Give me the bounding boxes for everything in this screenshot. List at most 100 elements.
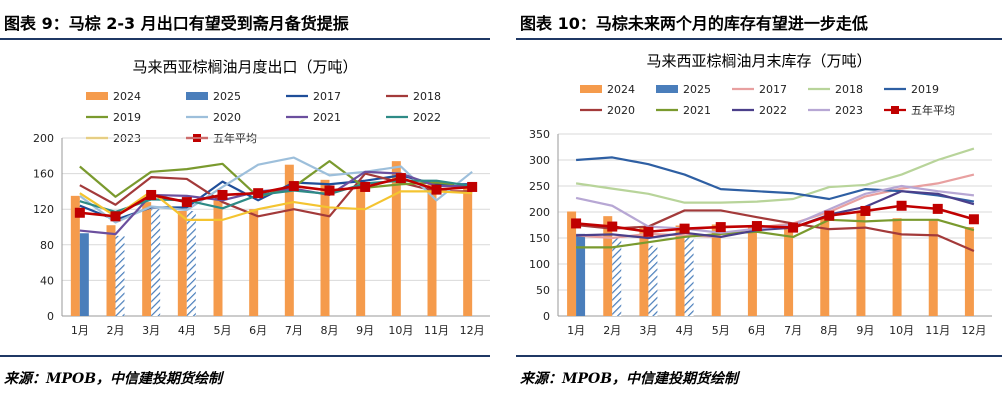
- x-tick-label: 7月: [784, 324, 802, 337]
- point-五年平均-7: [288, 181, 299, 192]
- legend-item-五年平均: 五年平均: [884, 103, 955, 117]
- bar-2024-6: [747, 226, 757, 316]
- chart-right: 马来西亚棕榈油月末库存（万吨） 2024 2025 2017 2018 2019 2020 2…: [529, 52, 992, 337]
- point-五年平均-6: [751, 221, 762, 232]
- point-五年平均-10: [395, 173, 406, 184]
- bar-2024-7: [784, 225, 794, 316]
- x-tick-label: 5月: [712, 324, 730, 337]
- point-五年平均-10: [896, 200, 907, 211]
- x-tick-label: 12月: [460, 324, 485, 337]
- legend-item-2020: 2020: [580, 104, 635, 117]
- legend-item-2019: 2019: [86, 111, 141, 124]
- bar-2024-8: [320, 179, 330, 316]
- y-tick-label: 0: [47, 310, 54, 323]
- svg-text:五年平均: 五年平均: [911, 103, 955, 117]
- svg-text:2021: 2021: [683, 104, 711, 117]
- bar-2024-9: [856, 211, 866, 316]
- svg-text:2019: 2019: [911, 83, 939, 96]
- bar-2025-4: [186, 210, 196, 316]
- legend-item-2024: 2024: [580, 83, 635, 96]
- bar-2024-8: [820, 218, 830, 316]
- title-rule: [0, 38, 490, 40]
- x-tick-label: 1月: [71, 324, 89, 337]
- bar-2024-5: [711, 224, 721, 316]
- svg-text:2024: 2024: [113, 90, 141, 103]
- y-tick-label: 0: [543, 310, 550, 323]
- bar-2024-10: [892, 218, 902, 316]
- chart-left: 马来西亚棕榈油月度出口（万吨） 2024 2025 2017 2018 2019 2020 2…: [33, 58, 490, 337]
- bar-2024-1: [70, 195, 80, 316]
- x-tick-label: 6月: [748, 324, 766, 337]
- bar-2024-12: [964, 227, 974, 316]
- bar-2024-1: [567, 211, 577, 316]
- x-tick-label: 8月: [321, 324, 339, 337]
- legend-item-2018: 2018: [808, 83, 863, 96]
- source-note: 来源：MPOB，中信建投期货绘制: [520, 371, 739, 387]
- line-2020: [79, 156, 473, 224]
- line-2018: [575, 147, 975, 204]
- svg-text:2025: 2025: [213, 90, 241, 103]
- legend-item-2022: 2022: [386, 111, 441, 124]
- point-五年平均-6: [253, 188, 264, 199]
- x-tick-label: 8月: [820, 324, 838, 337]
- legend-item-2021: 2021: [286, 111, 341, 124]
- line-五年平均: [575, 204, 975, 234]
- figure-title: 图表 9：马棕 2-3 月出口有望受到斋月备货提振: [4, 14, 349, 33]
- bar-2024-4: [177, 210, 187, 316]
- bar-2024-11: [928, 220, 938, 316]
- bar-2024-9: [356, 184, 366, 316]
- bar-2024-2: [603, 216, 613, 316]
- source-rule: [0, 355, 490, 357]
- legend-item-2018: 2018: [386, 90, 441, 103]
- point-五年平均-5: [715, 222, 726, 233]
- point-五年平均-3: [643, 226, 654, 237]
- legend-item-2017: 2017: [286, 90, 341, 103]
- point-五年平均-11: [932, 203, 943, 214]
- figure-title: 图表 10：马棕未来两个月的库存有望进一步走低: [520, 14, 868, 33]
- svg-text:2022: 2022: [759, 104, 787, 117]
- y-tick-label: 80: [40, 239, 54, 252]
- bar-2024-12: [463, 186, 473, 316]
- x-tick-label: 3月: [142, 324, 160, 337]
- x-tick-label: 12月: [961, 324, 986, 337]
- y-tick-label: 350: [529, 128, 550, 141]
- point-五年平均-8: [824, 210, 835, 221]
- line-2023: [79, 190, 473, 221]
- bar-2025-1: [576, 233, 586, 316]
- line-2019: [576, 156, 975, 203]
- svg-text:2023: 2023: [835, 104, 863, 117]
- line-2021: [576, 218, 975, 249]
- legend-item-2020: 2020: [186, 111, 241, 124]
- point-五年平均-1: [74, 207, 85, 218]
- bar-2024-10: [391, 161, 401, 316]
- line-五年平均: [79, 176, 473, 218]
- legend-item-2025: 2025: [656, 83, 711, 96]
- legend-item-2017: 2017: [732, 83, 787, 96]
- bar-2024-11: [427, 184, 437, 316]
- bar-2025-3: [648, 245, 658, 316]
- point-五年平均-2: [110, 211, 121, 222]
- point-五年平均-12: [467, 181, 478, 192]
- x-tick-label: 6月: [249, 324, 267, 337]
- x-tick-label: 10月: [388, 324, 413, 337]
- point-五年平均-12: [968, 214, 979, 225]
- x-tick-label: 2月: [603, 324, 621, 337]
- x-tick-label: 4月: [178, 324, 196, 337]
- point-五年平均-4: [679, 223, 690, 234]
- x-tick-label: 11月: [925, 324, 950, 337]
- y-tick-label: 200: [33, 132, 54, 145]
- bar-2024-3: [142, 202, 152, 316]
- bar-2024-2: [106, 225, 116, 316]
- y-tick-label: 300: [529, 154, 550, 167]
- svg-text:2017: 2017: [313, 90, 341, 103]
- x-tick-label: 4月: [676, 324, 694, 337]
- svg-text:2022: 2022: [413, 111, 441, 124]
- y-tick-label: 250: [529, 180, 550, 193]
- y-tick-label: 50: [536, 284, 550, 297]
- legend-item-2021: 2021: [656, 104, 711, 117]
- source-note: 来源：MPOB，中信建投期货绘制: [4, 371, 223, 387]
- x-tick-label: 9月: [856, 324, 874, 337]
- bar-2025-2: [115, 235, 125, 316]
- svg-text:2017: 2017: [759, 83, 787, 96]
- point-五年平均-2: [607, 221, 618, 232]
